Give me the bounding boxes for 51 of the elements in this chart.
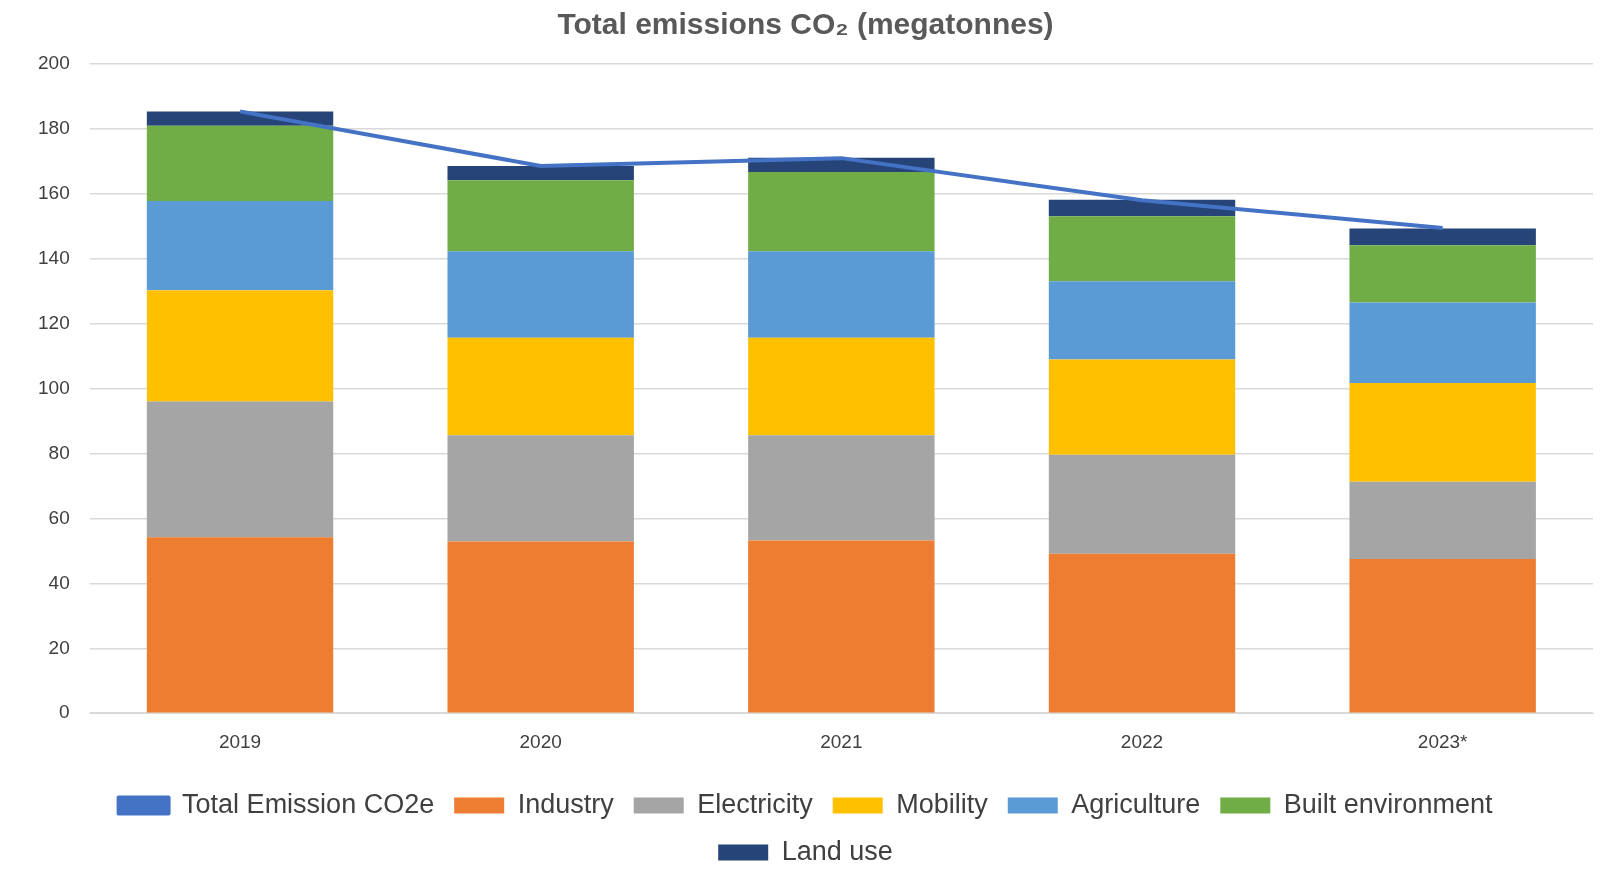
- x-tick-label: 2019: [218, 730, 262, 752]
- bar: [748, 540, 935, 713]
- x-tick-label: 2022: [1120, 730, 1164, 752]
- bar: [1048, 553, 1236, 713]
- bar: [1349, 302, 1536, 384]
- bar: [447, 251, 634, 338]
- y-tick-label: 0: [59, 701, 70, 723]
- y-tick-label: 140: [38, 246, 70, 268]
- bar: [748, 337, 935, 436]
- bar: [146, 401, 334, 538]
- bar: [447, 435, 634, 542]
- bar: [146, 200, 334, 291]
- bar: [1048, 216, 1236, 282]
- y-tick-label: 40: [48, 571, 70, 593]
- bar: [748, 251, 935, 338]
- y-tick-label: 100: [38, 376, 70, 398]
- x-tick-label: 2020: [519, 730, 562, 752]
- legend-label: Industry: [517, 788, 615, 819]
- legend-label: Agriculture: [1071, 788, 1201, 819]
- bar: [447, 337, 634, 436]
- bar: [1349, 383, 1536, 482]
- bar: [146, 537, 334, 713]
- y-tick-label: 180: [38, 117, 70, 139]
- y-tick-label: 200: [38, 52, 70, 74]
- y-tick-label: 80: [48, 441, 70, 463]
- bar: [447, 541, 634, 713]
- bar: [1349, 559, 1536, 713]
- bar: [1349, 228, 1536, 246]
- bar: [447, 180, 634, 252]
- bar: [1349, 481, 1536, 560]
- bar: [1349, 245, 1536, 303]
- legend-label: Electricity: [697, 788, 814, 819]
- bar: [1048, 281, 1236, 360]
- chart-title: Total emissions CO₂ (megatonnes): [557, 7, 1054, 41]
- y-tick-label: 60: [48, 506, 70, 528]
- y-tick-label: 120: [38, 311, 70, 333]
- bar: [748, 172, 935, 252]
- y-tick-label: 160: [38, 182, 70, 204]
- bar: [146, 125, 334, 201]
- bar: [1048, 454, 1236, 554]
- legend-label: Mobility: [896, 788, 989, 819]
- legend-label: Built environment: [1283, 788, 1493, 819]
- bar: [1048, 359, 1236, 455]
- legend-label: Total Emission CO2e: [182, 788, 435, 819]
- bar: [748, 435, 935, 541]
- bar: [146, 290, 334, 402]
- y-tick-label: 20: [48, 636, 70, 658]
- x-tick-label: 2021: [820, 730, 863, 752]
- bar: [447, 165, 634, 181]
- legend-label: Land use: [781, 835, 893, 866]
- x-tick-label: 2023*: [1417, 730, 1469, 752]
